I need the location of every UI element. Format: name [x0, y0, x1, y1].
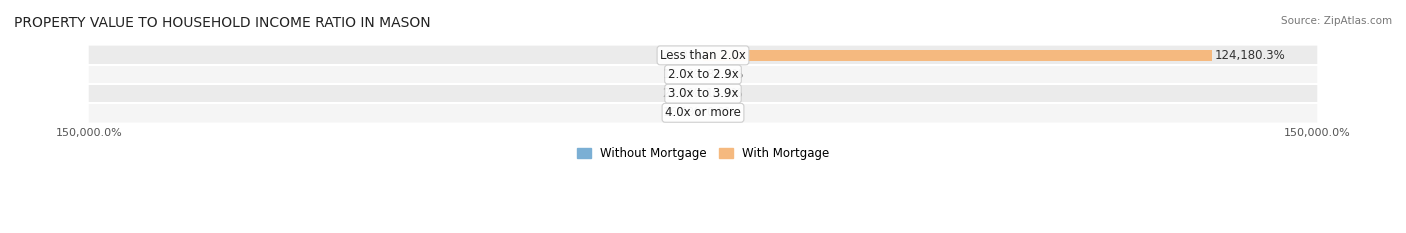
Text: 16.4%: 16.4% — [706, 87, 744, 100]
Text: 4.0x or more: 4.0x or more — [665, 106, 741, 119]
Text: 16.1%: 16.1% — [662, 106, 700, 119]
FancyBboxPatch shape — [89, 84, 1317, 103]
Text: 15.3%: 15.3% — [662, 68, 700, 81]
Text: 42.8%: 42.8% — [662, 49, 700, 62]
Text: 2.0x to 2.9x: 2.0x to 2.9x — [668, 68, 738, 81]
Text: 124,180.3%: 124,180.3% — [1215, 49, 1285, 62]
Text: 3.0x to 3.9x: 3.0x to 3.9x — [668, 87, 738, 100]
Text: Less than 2.0x: Less than 2.0x — [659, 49, 747, 62]
Text: 83.6%: 83.6% — [706, 68, 744, 81]
Legend: Without Mortgage, With Mortgage: Without Mortgage, With Mortgage — [572, 142, 834, 164]
FancyBboxPatch shape — [89, 103, 1317, 123]
Text: PROPERTY VALUE TO HOUSEHOLD INCOME RATIO IN MASON: PROPERTY VALUE TO HOUSEHOLD INCOME RATIO… — [14, 16, 430, 30]
Bar — [703, 50, 1212, 61]
Text: 22.0%: 22.0% — [662, 87, 700, 100]
Text: Source: ZipAtlas.com: Source: ZipAtlas.com — [1281, 16, 1392, 26]
Text: 0.0%: 0.0% — [706, 106, 735, 119]
FancyBboxPatch shape — [89, 65, 1317, 84]
FancyBboxPatch shape — [89, 46, 1317, 65]
